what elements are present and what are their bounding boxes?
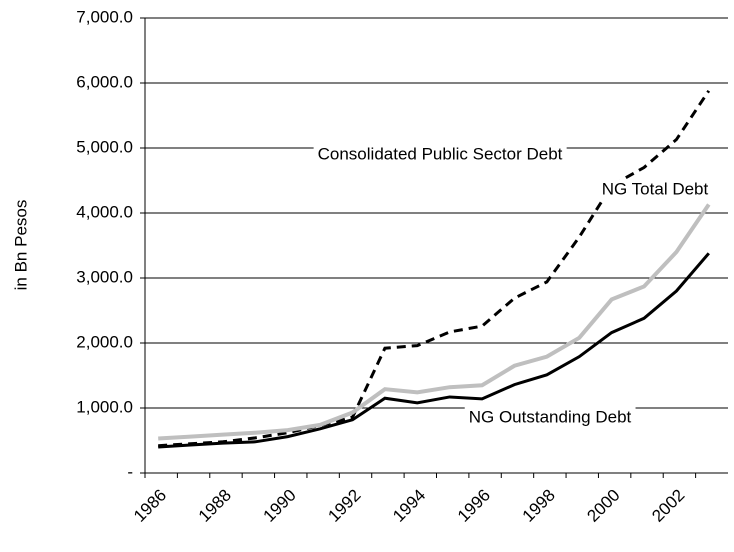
x-tick-label: 1994 [389, 486, 429, 526]
y-tick-label: 4,000.0 [76, 202, 133, 221]
x-tick-label: 1990 [260, 486, 300, 526]
y-tick-label: 5,000.0 [76, 137, 133, 156]
y-tick-label: 2,000.0 [76, 332, 133, 351]
annotation-bg [597, 179, 713, 199]
annotation-text: NG Total Debt [602, 179, 709, 198]
line-series [158, 252, 710, 449]
y-tick-label: 1,000.0 [76, 397, 133, 416]
y-tick-label: 3,000.0 [76, 267, 133, 286]
x-tick-label: 2000 [583, 486, 623, 526]
y-tick-label: 7,000.0 [76, 7, 133, 26]
y-tick-label: 6,000.0 [76, 72, 133, 91]
x-tick-label: 1996 [454, 486, 494, 526]
line-series [158, 203, 711, 441]
annotation-bg [313, 144, 567, 164]
annotation: NG Total Debt [597, 179, 713, 199]
x-tick-label: 1992 [324, 486, 364, 526]
x-tick-label: 1998 [519, 486, 559, 526]
annotation-bg [464, 407, 636, 427]
y-tick-label: - [127, 462, 133, 481]
x-tick-label: 1986 [130, 486, 170, 526]
annotation: Consolidated Public Sector Debt [313, 144, 567, 164]
annotation-text: NG Outstanding Debt [469, 407, 632, 426]
x-tick-label: 2002 [648, 486, 688, 526]
annotation: NG Outstanding Debt [464, 407, 636, 427]
y-axis-label: in Bn Pesos [11, 200, 30, 291]
x-tick-label: 1988 [195, 486, 235, 526]
annotation-text: Consolidated Public Sector Debt [318, 144, 563, 163]
